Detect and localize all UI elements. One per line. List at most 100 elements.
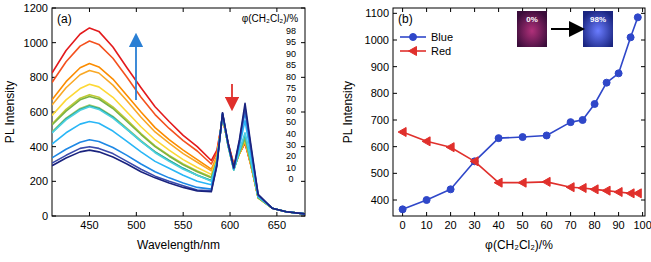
x-tick <box>89 8 90 12</box>
x-tick-label: 550 <box>174 219 192 231</box>
point <box>627 34 634 41</box>
panel: 0102030405060708090100400500600700800900… <box>341 7 651 252</box>
point <box>518 178 526 187</box>
point <box>590 185 598 194</box>
inset-photo <box>517 11 547 47</box>
y-tick <box>301 181 305 182</box>
legend-entry: 75 <box>286 83 296 93</box>
x-tick <box>594 212 595 216</box>
x-tick-label: 450 <box>80 219 98 231</box>
series-line <box>403 132 638 193</box>
y-tick-label: 1000 <box>24 37 48 49</box>
y-tick <box>393 13 397 14</box>
legend-marker <box>410 34 417 41</box>
point <box>579 117 586 124</box>
series-line <box>52 107 305 214</box>
y-tick <box>393 146 397 147</box>
inset-arrow <box>551 28 577 30</box>
point <box>495 135 502 142</box>
x-tick <box>498 8 499 12</box>
x-tick <box>276 212 277 216</box>
point <box>603 79 610 86</box>
legend-entry: 30 <box>286 140 296 150</box>
x-tick <box>426 8 427 12</box>
y-tick-label: 800 <box>30 71 48 83</box>
y-tick <box>52 146 56 147</box>
legend-entry: 50 <box>286 117 296 127</box>
y-tick <box>393 40 397 41</box>
y-tick <box>301 42 305 43</box>
legend-entry: 98 <box>286 26 296 36</box>
y-tick <box>393 200 397 201</box>
x-tick-label: 70 <box>564 219 576 231</box>
point <box>634 14 641 21</box>
series-line <box>52 103 305 214</box>
y-tick <box>641 146 645 147</box>
legend-entry: 80 <box>286 72 296 82</box>
legend-entry: 85 <box>286 60 296 70</box>
point <box>470 157 478 166</box>
y-tick-label: 900 <box>371 61 389 73</box>
point <box>447 186 454 193</box>
y-axis-label: PL Intensity <box>3 81 17 143</box>
series-line <box>52 63 305 213</box>
y-tick-label: 0 <box>42 210 48 222</box>
y-tick <box>301 146 305 147</box>
x-tick <box>570 8 571 12</box>
series-line <box>52 106 305 214</box>
y-tick <box>52 42 56 43</box>
x-tick-label: 500 <box>127 219 145 231</box>
point <box>422 137 430 146</box>
point <box>398 128 406 137</box>
y-tick <box>52 181 56 182</box>
point <box>567 119 574 126</box>
panel-label: (a) <box>57 12 72 26</box>
x-tick-label: 50 <box>516 219 528 231</box>
inset-label: 98% <box>590 15 606 24</box>
x-tick <box>546 212 547 216</box>
y-tick-label: 800 <box>371 87 389 99</box>
plot-frame <box>393 8 645 216</box>
legend-entry: 10 <box>286 163 296 173</box>
x-tick <box>450 8 451 12</box>
x-tick <box>642 8 643 12</box>
point <box>591 101 598 108</box>
y-axis-label: PL Intensity <box>341 81 355 143</box>
y-tick <box>393 173 397 174</box>
point <box>542 177 550 186</box>
series-line <box>52 96 305 214</box>
point <box>399 206 406 213</box>
legend-entry: 20 <box>286 151 296 161</box>
point <box>519 134 526 141</box>
point <box>543 132 550 139</box>
legend-marker <box>409 47 417 56</box>
y-tick-label: 200 <box>30 175 48 187</box>
trend-arrow <box>135 40 137 100</box>
inset-photo <box>583 11 613 47</box>
x-tick <box>570 212 571 216</box>
x-tick-label: 600 <box>221 219 239 231</box>
x-tick-label: 60 <box>540 219 552 231</box>
data-group <box>52 28 305 214</box>
x-tick-label: 40 <box>492 219 504 231</box>
x-tick-label: 650 <box>268 219 286 231</box>
x-tick <box>136 8 137 12</box>
x-tick-label: 10 <box>420 219 432 231</box>
x-tick <box>426 212 427 216</box>
point <box>494 178 502 187</box>
x-tick <box>183 212 184 216</box>
legend-entry: 90 <box>286 49 296 59</box>
y-tick <box>641 40 645 41</box>
x-tick <box>618 8 619 12</box>
x-tick-label: 0 <box>400 219 406 231</box>
x-tick <box>642 212 643 216</box>
series-line <box>52 114 305 214</box>
x-tick <box>474 8 475 12</box>
y-tick <box>641 120 645 121</box>
y-tick-label: 700 <box>371 114 389 126</box>
x-tick-label: 90 <box>612 219 624 231</box>
point <box>602 186 610 195</box>
legend-entry: Red <box>431 45 451 57</box>
series-line <box>52 41 305 214</box>
x-tick <box>618 212 619 216</box>
